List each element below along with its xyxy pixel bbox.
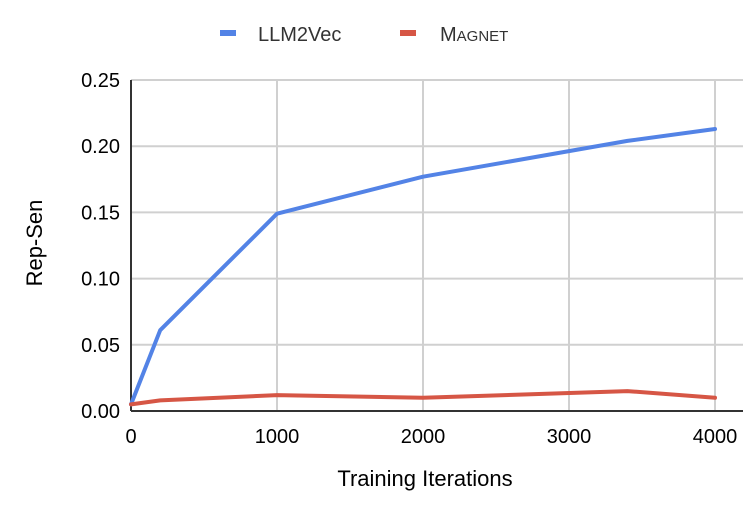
tick-labels: 0.00 0.05 0.10 0.15 0.20 0.25 0 1000 2000 3000 400… [81, 70, 737, 448]
grid [131, 79, 743, 411]
legend-label: MAGNET [440, 24, 508, 46]
series-lines [129, 127, 717, 407]
x-tick-label: 2000 [401, 426, 446, 448]
x-tick-label: 1000 [255, 426, 300, 448]
y-tick-label: 0.05 [81, 335, 120, 357]
x-axis-title: Training Iterations [337, 466, 512, 491]
legend: LLM2Vec MAGNET [220, 24, 508, 46]
legend-item: LLM2Vec [220, 24, 341, 46]
y-tick-label: 0.10 [81, 269, 120, 291]
x-tick-label: 4000 [693, 426, 738, 448]
legend-swatch [220, 30, 236, 36]
y-tick-label: 0.20 [81, 136, 120, 158]
series-line-llm2vec [129, 127, 717, 407]
y-axis-title: Rep-Sen [22, 200, 47, 287]
legend-swatch [400, 30, 416, 36]
y-tick-label: 0.00 [81, 401, 120, 423]
y-tick-label: 0.25 [81, 70, 120, 92]
series-line-magnet [129, 389, 717, 407]
y-tick-label: 0.15 [81, 202, 120, 224]
legend-label: LLM2Vec [258, 24, 341, 46]
x-tick-label: 3000 [547, 426, 592, 448]
x-tick-label: 0 [125, 426, 136, 448]
legend-item: MAGNET [400, 24, 508, 46]
axes [130, 80, 743, 412]
